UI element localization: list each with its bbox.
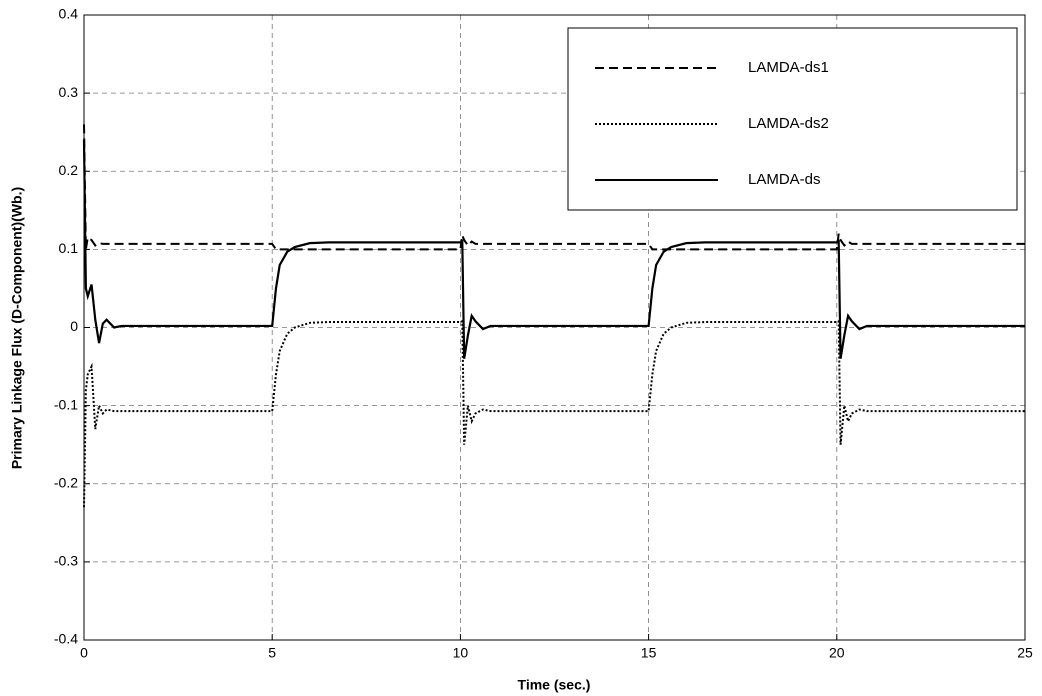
- x-tick-label: 15: [641, 645, 657, 661]
- legend-label: LAMDA-ds2: [748, 115, 829, 132]
- series-line: [82, 139, 1025, 359]
- x-tick-label: 5: [268, 645, 276, 661]
- legend-label: LAMDA-ds: [748, 171, 821, 188]
- y-tick-label: 0.3: [59, 84, 79, 100]
- x-axis-label: Time (sec.): [518, 677, 591, 693]
- y-tick-label: -0.3: [54, 553, 78, 569]
- y-tick-label: 0: [70, 318, 78, 334]
- y-tick-label: -0.4: [54, 631, 78, 647]
- y-tick-label: 0.2: [59, 162, 79, 178]
- x-tick-label: 25: [1017, 645, 1033, 661]
- x-tick-label: 20: [829, 645, 845, 661]
- y-tick-label: -0.1: [54, 396, 78, 412]
- x-tick-label: 10: [453, 645, 469, 661]
- series-line: [83, 319, 1025, 508]
- y-tick-label: 0.4: [59, 6, 79, 22]
- series-line: [83, 124, 1025, 251]
- plot-frame: [83, 14, 1026, 641]
- y-tick-label: -0.2: [54, 474, 78, 490]
- x-tick-label: 0: [80, 645, 88, 661]
- y-axis-label: Primary Linkage Flux (D-Component)(Wb.): [9, 187, 25, 469]
- y-tick-label: 0.1: [59, 240, 79, 256]
- legend-label: LAMDA-ds1: [748, 59, 829, 76]
